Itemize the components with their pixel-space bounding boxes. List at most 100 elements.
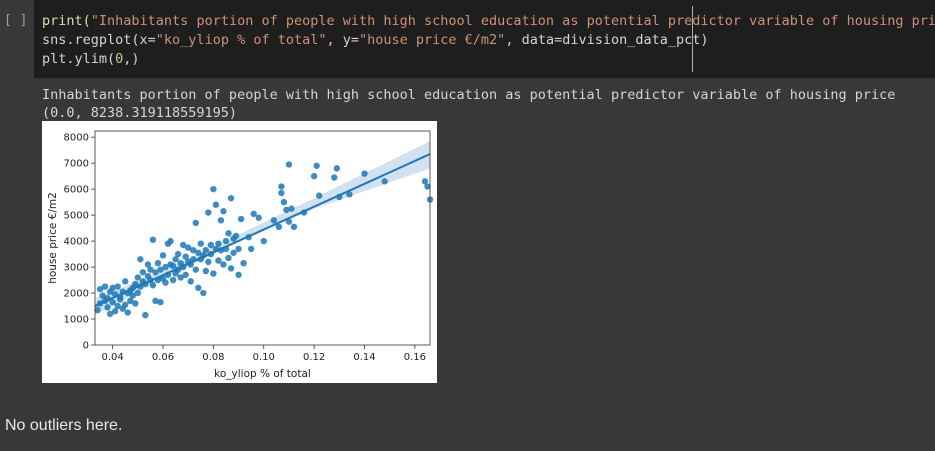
print-output: Inhabitants portion of people with high … (42, 87, 896, 103)
data-point (225, 254, 232, 262)
data-point (220, 208, 227, 215)
data-point (190, 246, 197, 254)
data-point (217, 217, 225, 224)
data-point (210, 185, 217, 193)
data-point (235, 245, 242, 253)
data-point (122, 301, 129, 308)
x-tick-label: 0.06 (152, 352, 174, 363)
data-point (315, 192, 323, 199)
y-tick-label: 1000 (64, 315, 89, 326)
data-point (275, 223, 283, 231)
data-point (127, 297, 134, 305)
data-point (195, 284, 202, 292)
code-cell[interactable]: [ ] print("Inhabitants portion of people… (0, 0, 935, 78)
data-point (247, 245, 255, 253)
code-token: print( (42, 13, 91, 29)
data-point (215, 240, 222, 247)
y-axis-label: house price €/m2 (47, 192, 59, 284)
data-point (154, 259, 162, 267)
code-token: "house price €/m2" (359, 32, 506, 48)
regplot-figure: 0.04 0.06 0.08 0.10 0.12 0.14 0.16 0 1000 2000 300… (42, 121, 437, 383)
data-point (162, 263, 169, 271)
data-point (106, 310, 114, 318)
data-point (162, 279, 169, 286)
data-point (285, 161, 293, 168)
data-point (184, 244, 192, 251)
y-tick-label: 8000 (64, 133, 89, 144)
data-point (159, 252, 167, 259)
y-tick-label: 0 (83, 341, 89, 352)
code-token: , data=division_data_pct) (505, 32, 709, 48)
y-tick-label: 6000 (64, 185, 89, 196)
y-tick-label: 4000 (64, 237, 89, 248)
data-point (227, 195, 235, 202)
data-point (169, 276, 177, 284)
y-tick-label: 3000 (64, 263, 89, 274)
code-token: "Inhabitants portion of people with high… (90, 13, 935, 29)
data-point (237, 215, 245, 223)
data-point (132, 300, 139, 307)
data-point (421, 178, 429, 185)
data-point (104, 304, 111, 311)
data-point (424, 183, 431, 190)
data-point (134, 289, 142, 297)
data-point (290, 223, 298, 231)
data-point (114, 302, 121, 310)
data-point (381, 178, 388, 185)
data-point (94, 306, 101, 314)
data-point (310, 172, 318, 180)
data-point (111, 308, 119, 315)
data-point (205, 258, 212, 266)
data-point (101, 283, 109, 290)
code-editor[interactable]: print("Inhabitants portion of people wit… (34, 0, 935, 78)
data-point (212, 201, 220, 208)
scatter-chart: 0.04 0.06 0.08 0.10 0.12 0.14 0.16 0 1000 2000 300… (47, 130, 434, 380)
data-point (230, 249, 237, 256)
data-point (313, 162, 320, 169)
data-point (255, 214, 262, 221)
y-tick-label: 2000 (64, 289, 89, 300)
data-point (109, 284, 116, 292)
regression-line (94, 153, 431, 307)
data-point (142, 311, 149, 319)
data-point (346, 191, 353, 198)
data-point (149, 236, 157, 243)
x-tick-label: 0.10 (253, 352, 275, 363)
data-point (157, 266, 164, 273)
code-line-1: print("Inhabitants portion of people wit… (42, 13, 935, 29)
code-token: "ko_yliop % of total" (155, 32, 327, 48)
x-axis-label: ko_yliop % of total (214, 368, 311, 380)
data-point (149, 282, 157, 289)
data-point (179, 241, 187, 249)
data-point (225, 230, 232, 237)
data-point (333, 165, 341, 172)
data-point (210, 270, 217, 277)
data-point (134, 274, 142, 281)
data-point (222, 237, 230, 245)
data-point (202, 267, 210, 275)
data-point (177, 274, 184, 281)
data-point (207, 241, 215, 249)
code-token: 0 (115, 51, 124, 67)
data-point (361, 170, 368, 177)
code-token: plt.ylim( (42, 51, 116, 67)
code-token: , y= (326, 32, 359, 48)
data-point (114, 283, 121, 290)
data-point (202, 246, 210, 254)
y-tick-label: 5000 (64, 211, 89, 222)
x-tick-label: 0.16 (404, 352, 426, 363)
data-point (137, 256, 144, 263)
confidence-band (95, 141, 430, 316)
run-cell-indicator[interactable]: [ ] (4, 13, 28, 28)
data-point (139, 269, 147, 276)
data-point (240, 259, 247, 267)
data-point (280, 198, 288, 206)
data-point (215, 257, 222, 264)
data-point (172, 256, 179, 263)
ylim-output: (0.0, 8238.319118559195) (42, 105, 238, 121)
data-point (288, 205, 295, 212)
data-point (227, 265, 235, 272)
data-point (96, 285, 104, 293)
data-point (200, 289, 207, 297)
data-point (147, 266, 154, 273)
